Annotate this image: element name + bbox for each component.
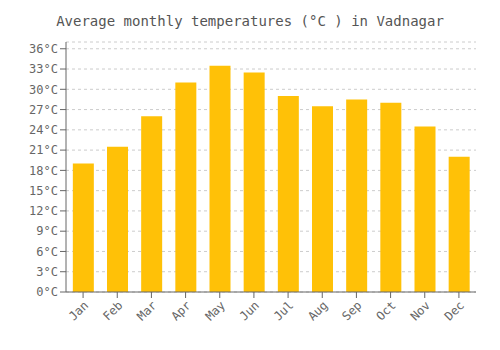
svg-text:Jun: Jun: [237, 298, 262, 323]
svg-text:Feb: Feb: [100, 298, 125, 323]
svg-text:9°C: 9°C: [36, 224, 58, 238]
svg-text:Dec: Dec: [442, 298, 467, 323]
svg-text:May: May: [203, 298, 228, 323]
svg-text:18°C: 18°C: [29, 164, 58, 178]
svg-text:Jul: Jul: [271, 298, 296, 323]
svg-text:33°C: 33°C: [29, 62, 58, 76]
svg-text:Aug: Aug: [305, 298, 330, 323]
svg-text:Sep: Sep: [339, 298, 364, 323]
svg-text:Jan: Jan: [66, 298, 91, 323]
svg-text:30°C: 30°C: [29, 83, 58, 97]
html-text:Average monthly temperatures (: Average monthly temperatures (°C ) in Va…: [56, 13, 444, 29]
svg-text:Nov: Nov: [408, 298, 433, 323]
svg-text:3°C: 3°C: [36, 265, 58, 279]
svg-text:0°C: 0°C: [36, 285, 58, 299]
svg-text:6°C: 6°C: [36, 245, 58, 259]
svg-text:Mar: Mar: [134, 298, 159, 323]
svg-text:21°C: 21°C: [29, 143, 58, 157]
svg-text:Oct: Oct: [373, 298, 398, 323]
svg-text:12°C: 12°C: [29, 204, 58, 218]
svg-text:Apr: Apr: [168, 298, 193, 323]
svg-text:27°C: 27°C: [29, 103, 58, 117]
svg-text:15°C: 15°C: [29, 184, 58, 198]
svg-text:36°C: 36°C: [29, 42, 58, 56]
svg-text:24°C: 24°C: [29, 123, 58, 137]
